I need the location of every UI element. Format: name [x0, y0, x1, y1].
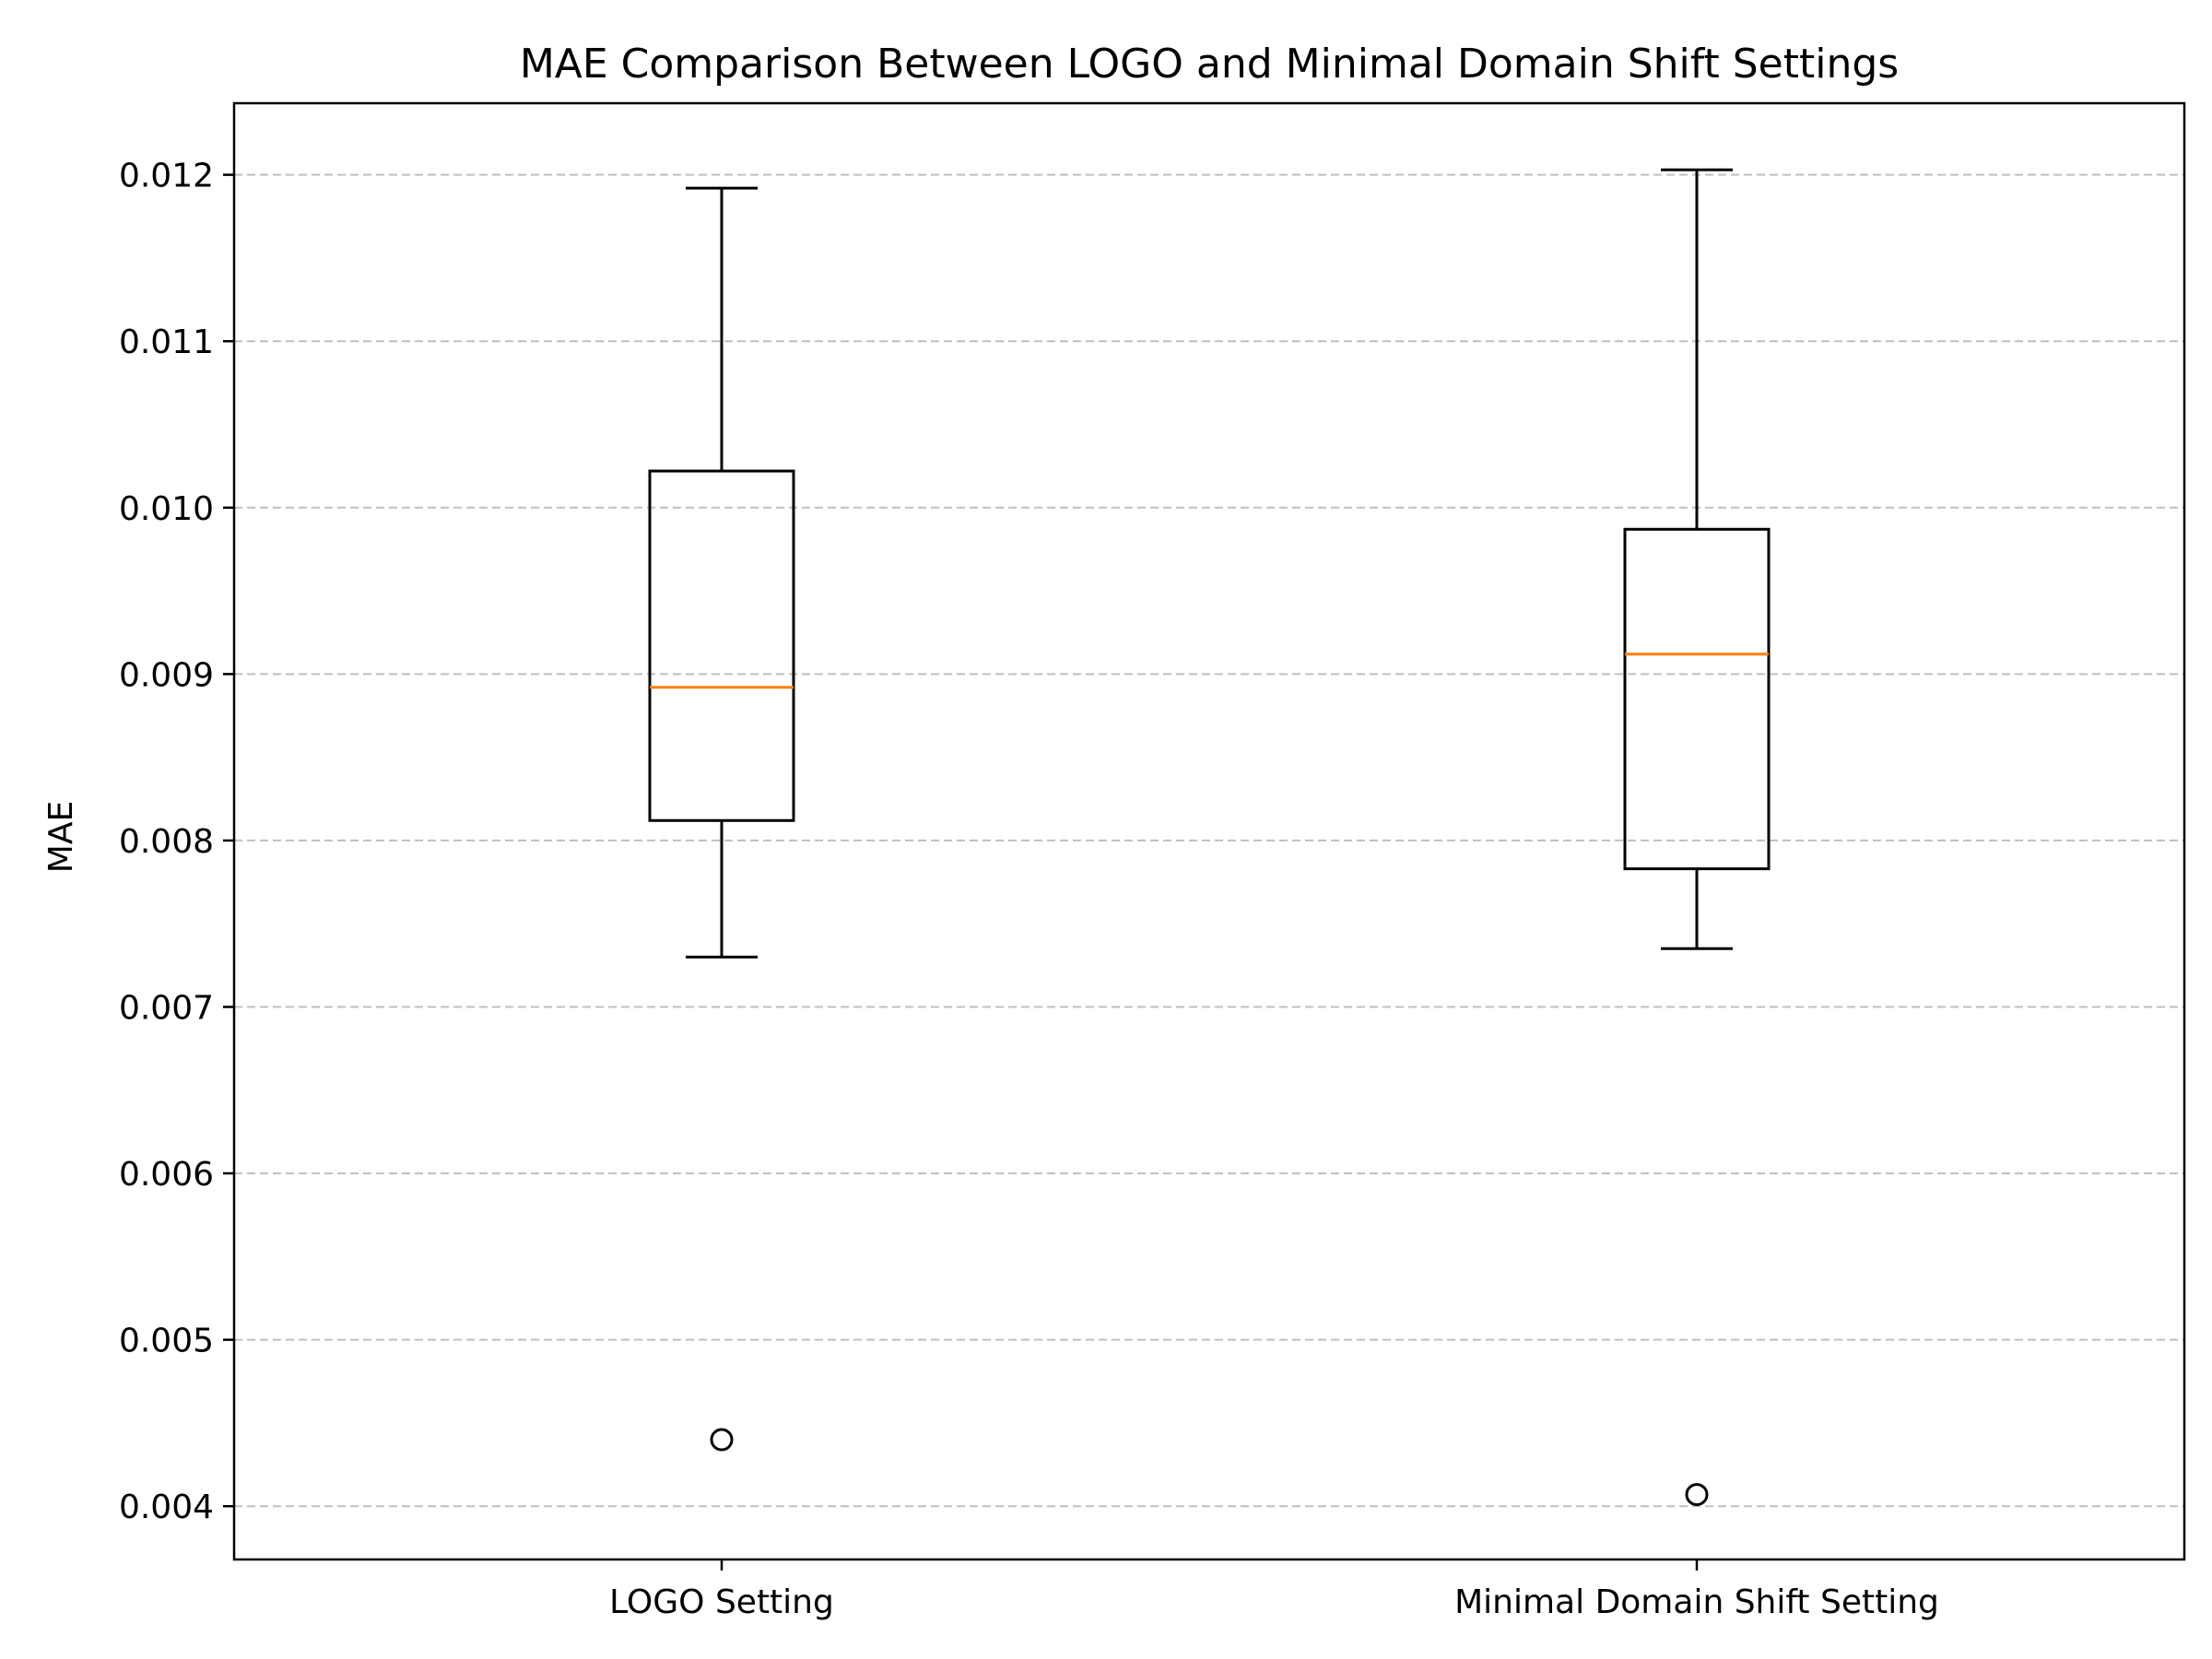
plot-frame [232, 101, 2186, 1561]
x-axis-ticks: LOGO Setting Minimal Domain Shift Setting [609, 1559, 1939, 1621]
y-axis-ticks: 0.004 0.005 0.006 0.007 0.008 0.009 0.010 0.011… [119, 158, 234, 1526]
y-axis-label: MAE [42, 801, 80, 873]
y-tick-label: 0.008 [119, 823, 214, 861]
boxes [648, 168, 1771, 1507]
y-tick-label: 0.011 [119, 324, 214, 361]
y-tick-label: 0.010 [119, 490, 214, 528]
y-tick-label: 0.004 [119, 1488, 214, 1526]
x-tick-label: Minimal Domain Shift Setting [1454, 1583, 1939, 1621]
box-iqr [1623, 527, 1771, 871]
box-iqr [648, 469, 795, 822]
y-tick-label: 0.012 [119, 158, 214, 195]
grid-lines [234, 173, 2184, 1508]
y-tick-label: 0.005 [119, 1323, 214, 1360]
outlier-point [710, 1428, 734, 1452]
x-tick-label: LOGO Setting [609, 1583, 834, 1621]
box-group [1623, 168, 1771, 1507]
y-tick-label: 0.009 [119, 656, 214, 694]
chart-title: MAE Comparison Between LOGO and Minimal … [520, 41, 1899, 88]
y-tick-label: 0.007 [119, 990, 214, 1028]
box-group [648, 186, 795, 1452]
outlier-point [1685, 1483, 1709, 1507]
y-tick-label: 0.006 [119, 1156, 214, 1194]
